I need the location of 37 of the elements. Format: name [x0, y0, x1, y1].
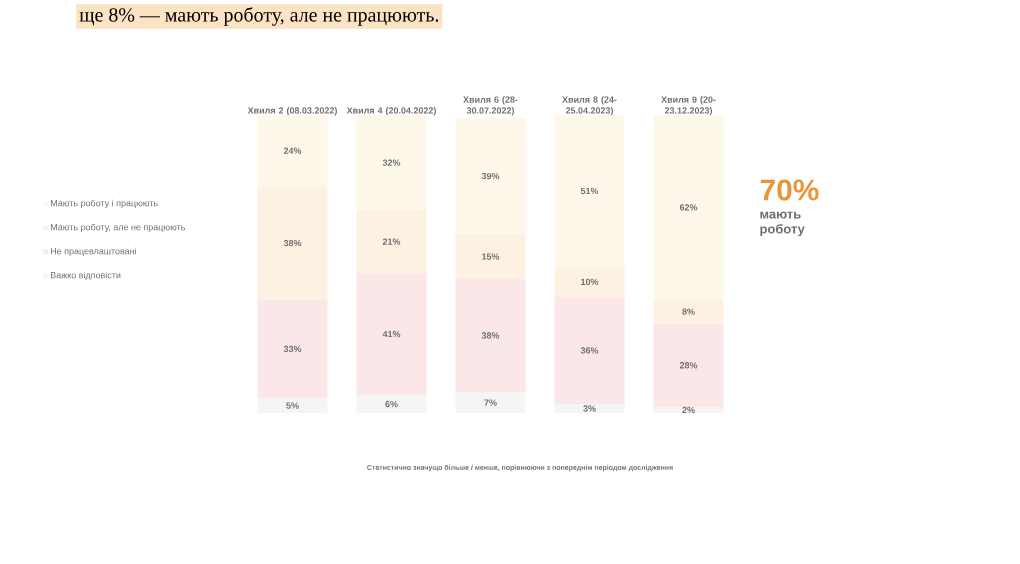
data-label: 15% — [482, 253, 500, 260]
text: 70% — [760, 179, 819, 201]
bar — [356, 395, 427, 413]
x-tick-label: Хвиля 2 (08.03.2022) — [247, 107, 337, 116]
x-tick-label: Хвиля 8 (24-25.04.2023) — [562, 96, 617, 116]
data-label: 8% — [682, 308, 695, 315]
x-tick-label: Хвиля 6 (28-30.07.2022) — [463, 96, 518, 116]
x-tick-label: Хвиля 9 (20-23.12.2023) — [661, 96, 716, 116]
data-label: 7% — [484, 399, 497, 406]
x-tick-label: Хвиля 4 (20.04.2022) — [346, 107, 436, 116]
data-label: 36% — [580, 347, 599, 354]
bar — [257, 398, 328, 413]
bar — [455, 392, 526, 413]
legend-label: Важко відповісти — [50, 271, 121, 280]
data-label: 3% — [583, 405, 596, 412]
data-label: 2% — [682, 406, 695, 414]
data-label: 6% — [385, 400, 398, 408]
data-label: 28% — [679, 362, 698, 369]
data-label: 5% — [286, 402, 299, 409]
legend-label: Мають роботу, але не працюють — [50, 223, 186, 233]
data-label: 39% — [481, 172, 500, 180]
data-label: 24% — [283, 147, 302, 154]
data-label: 32% — [382, 159, 401, 166]
data-label: 10% — [581, 278, 599, 286]
bar — [554, 404, 625, 413]
data-label: 41% — [382, 330, 401, 338]
legend-label: Мають роботу і працюють — [50, 199, 158, 209]
chart-title: ще 8% — мають роботу, але не працюють. — [79, 7, 439, 26]
data-label: 62% — [679, 204, 698, 211]
data-label: 38% — [283, 239, 302, 247]
data-label: 38% — [481, 332, 500, 339]
bar — [653, 407, 724, 413]
data-label: 51% — [580, 187, 599, 195]
legend-label: Не працевлаштовані — [50, 247, 136, 257]
data-label: 33% — [283, 345, 302, 353]
data-label: 21% — [382, 238, 401, 245]
text: мають роботу — [760, 211, 805, 237]
